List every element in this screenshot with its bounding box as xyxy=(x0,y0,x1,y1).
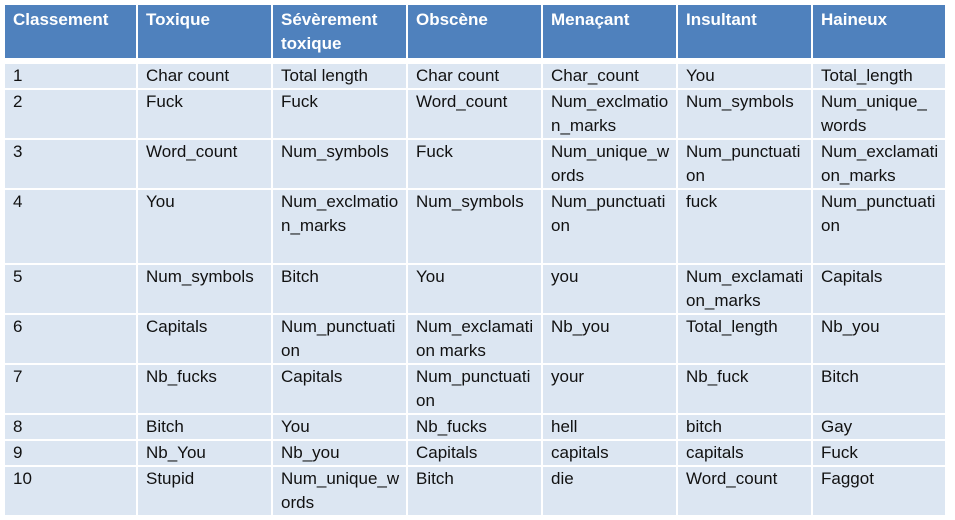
header-cell: Classement xyxy=(5,5,136,58)
table-cell: Fuck xyxy=(273,90,406,138)
table-cell: Nb_you xyxy=(543,315,676,363)
table-cell: Total_length xyxy=(813,64,945,88)
table-cell: 9 xyxy=(5,441,136,465)
table-cell: Word_count xyxy=(138,140,271,188)
table-cell: Num_exclamation marks xyxy=(408,315,541,363)
table-cell: 4 xyxy=(5,190,136,263)
header-cell: Insultant xyxy=(678,5,811,58)
header-cell: Sévèrement toxique xyxy=(273,5,406,58)
table-cell: bitch xyxy=(678,415,811,439)
table-cell: Num_exclmation_marks xyxy=(273,190,406,263)
table-cell: die xyxy=(543,467,676,515)
table-cell: capitals xyxy=(543,441,676,465)
table-cell: 3 xyxy=(5,140,136,188)
header-cell: Haineux xyxy=(813,5,945,58)
table-cell: Nb_fucks xyxy=(138,365,271,413)
table-cell: Nb_you xyxy=(273,441,406,465)
table-cell: Num_punctuation xyxy=(543,190,676,263)
table-cell: Num_punctuation xyxy=(408,365,541,413)
table-cell: 7 xyxy=(5,365,136,413)
table-cell: hell xyxy=(543,415,676,439)
header-cell: Menaçant xyxy=(543,5,676,58)
table-cell: 6 xyxy=(5,315,136,363)
table-cell: Bitch xyxy=(408,467,541,515)
table-cell: Fuck xyxy=(408,140,541,188)
table-cell: Num_symbols xyxy=(408,190,541,263)
table-cell: Nb_fuck xyxy=(678,365,811,413)
table-cell: Gay xyxy=(813,415,945,439)
table-cell: Num_exclamation_marks xyxy=(678,265,811,313)
table-cell: Word_count xyxy=(678,467,811,515)
table-cell: Nb_fucks xyxy=(408,415,541,439)
table-cell: Stupid xyxy=(138,467,271,515)
table-cell: Capitals xyxy=(813,265,945,313)
table-cell: Nb_you xyxy=(813,315,945,363)
table-cell: 2 xyxy=(5,90,136,138)
table-cell: Total_length xyxy=(678,315,811,363)
table-cell: You xyxy=(138,190,271,263)
table-cell: Capitals xyxy=(273,365,406,413)
table-cell: Nb_You xyxy=(138,441,271,465)
table-cell: Total length xyxy=(273,64,406,88)
table-cell: Faggot xyxy=(813,467,945,515)
table-cell: Num_unique_words xyxy=(273,467,406,515)
table-header: Classement Toxique Sévèrement toxique Obscè… xyxy=(5,5,945,58)
table-body: 1 Char count Total length Char count Char_co… xyxy=(5,64,945,515)
table-cell: Bitch xyxy=(138,415,271,439)
table-cell: Num_unique_words xyxy=(543,140,676,188)
table-cell: Char count xyxy=(408,64,541,88)
table-cell: Num_punctuation xyxy=(813,190,945,263)
table-cell: Num_symbols xyxy=(273,140,406,188)
table-cell: 10 xyxy=(5,467,136,515)
table-cell: Num_exclamation_marks xyxy=(813,140,945,188)
table-cell: Char count xyxy=(138,64,271,88)
header-cell: Toxique xyxy=(138,5,271,58)
table-cell: Bitch xyxy=(813,365,945,413)
table-cell: Num_symbols xyxy=(678,90,811,138)
table-cell: 8 xyxy=(5,415,136,439)
table-cell: Fuck xyxy=(138,90,271,138)
table-cell: Num_unique_words xyxy=(813,90,945,138)
table-cell: Capitals xyxy=(138,315,271,363)
table-cell: your xyxy=(543,365,676,413)
table-cell: 5 xyxy=(5,265,136,313)
table-cell: Bitch xyxy=(273,265,406,313)
table-cell: Num_punctuation xyxy=(273,315,406,363)
table-cell: 1 xyxy=(5,64,136,88)
table-cell: You xyxy=(273,415,406,439)
table-cell: You xyxy=(408,265,541,313)
table-cell: Char_count xyxy=(543,64,676,88)
table-cell: you xyxy=(543,265,676,313)
table-cell: Num_symbols xyxy=(138,265,271,313)
table-cell: Num_punctuation xyxy=(678,140,811,188)
table-cell: Word_count xyxy=(408,90,541,138)
table-cell: Num_exclmation_marks xyxy=(543,90,676,138)
table-cell: Capitals xyxy=(408,441,541,465)
table-cell: fuck xyxy=(678,190,811,263)
table-cell: capitals xyxy=(678,441,811,465)
header-cell: Obscène xyxy=(408,5,541,58)
table-cell: You xyxy=(678,64,811,88)
table-cell: Fuck xyxy=(813,441,945,465)
